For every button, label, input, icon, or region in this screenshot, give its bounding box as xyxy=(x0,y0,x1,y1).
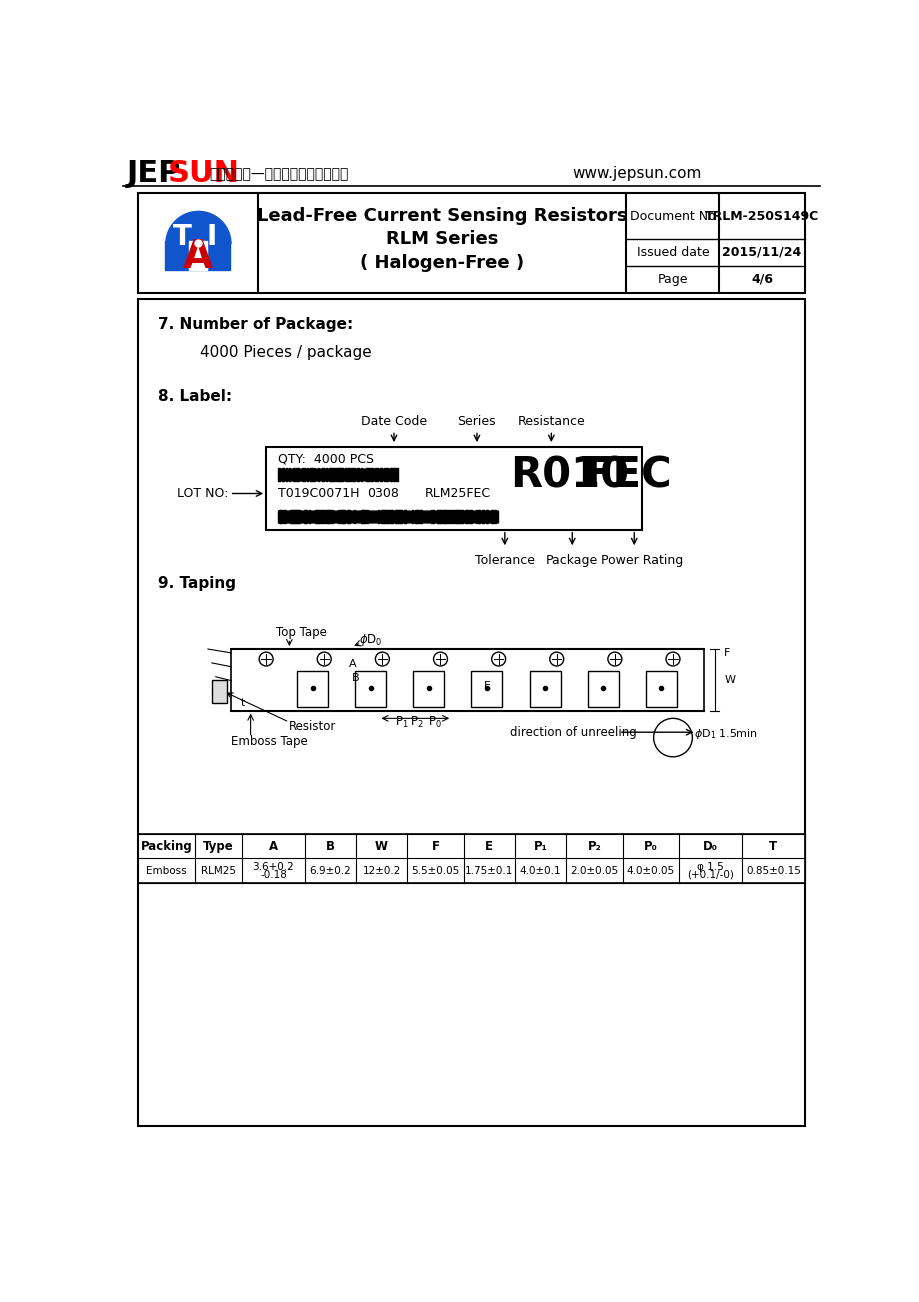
Bar xyxy=(529,671,560,707)
Text: φ 1.5: φ 1.5 xyxy=(697,862,723,871)
Text: A: A xyxy=(268,840,278,853)
Text: P$_2$: P$_2$ xyxy=(410,715,424,729)
Text: W: W xyxy=(375,840,388,853)
Text: RLM25: RLM25 xyxy=(200,866,235,876)
Text: 7. Number of Package:: 7. Number of Package: xyxy=(157,316,353,332)
Text: Date Code: Date Code xyxy=(360,415,426,428)
Bar xyxy=(297,671,328,707)
Text: $\phi$D$_1$ 1.5min: $\phi$D$_1$ 1.5min xyxy=(693,727,757,741)
Text: 2.0±0.05: 2.0±0.05 xyxy=(570,866,618,876)
Text: P₂: P₂ xyxy=(587,840,600,853)
Text: Page: Page xyxy=(657,273,687,286)
Text: 深圳捷比信—高品质精密元件供应商: 深圳捷比信—高品质精密元件供应商 xyxy=(210,167,348,181)
Text: $\phi$D$_0$: $\phi$D$_0$ xyxy=(358,631,382,648)
Text: 8. Label:: 8. Label: xyxy=(157,389,232,404)
Text: B: B xyxy=(351,673,358,684)
Text: A: A xyxy=(348,659,357,669)
Text: F: F xyxy=(431,840,439,853)
Bar xyxy=(165,241,231,271)
Text: Power Rating: Power Rating xyxy=(600,553,683,566)
Text: P$_1$: P$_1$ xyxy=(394,715,408,729)
Text: P$_0$: P$_0$ xyxy=(427,715,441,729)
Text: RLM25FEC: RLM25FEC xyxy=(425,487,491,500)
Bar xyxy=(355,671,386,707)
Text: www.jepsun.com: www.jepsun.com xyxy=(572,167,701,181)
Text: 12±0.2: 12±0.2 xyxy=(362,866,401,876)
Bar xyxy=(587,671,618,707)
Bar xyxy=(266,448,641,530)
Text: E: E xyxy=(485,840,493,853)
Text: 4.0±0.05: 4.0±0.05 xyxy=(626,866,675,876)
Text: 2015/11/24: 2015/11/24 xyxy=(721,246,800,259)
Text: (+0.1/-0): (+0.1/-0) xyxy=(686,870,733,880)
Text: 9. Taping: 9. Taping xyxy=(157,575,235,591)
Text: 5.5±0.05: 5.5±0.05 xyxy=(411,866,460,876)
Text: 4000 Pieces / package: 4000 Pieces / package xyxy=(200,345,371,361)
Text: Resistance: Resistance xyxy=(516,415,584,428)
Text: Document No: Document No xyxy=(630,210,715,223)
Text: B: B xyxy=(325,840,335,853)
Bar xyxy=(645,671,676,707)
Text: P₁: P₁ xyxy=(533,840,547,853)
Text: D₀: D₀ xyxy=(702,840,718,853)
Text: 4/6: 4/6 xyxy=(750,273,772,286)
Text: t: t xyxy=(241,698,244,708)
Text: Emboss Tape: Emboss Tape xyxy=(231,734,308,747)
Bar xyxy=(138,833,804,883)
Text: T: T xyxy=(173,223,192,251)
Text: 4.0±0.1: 4.0±0.1 xyxy=(519,866,561,876)
Text: F: F xyxy=(723,648,730,658)
Text: Top Tape: Top Tape xyxy=(276,625,326,638)
Text: Type: Type xyxy=(203,840,233,853)
Text: LOT NO:: LOT NO: xyxy=(176,487,228,500)
Text: Issued date: Issued date xyxy=(636,246,709,259)
Text: T019C0071H: T019C0071H xyxy=(278,487,358,500)
Text: W: W xyxy=(723,674,734,685)
Text: Tolerance: Tolerance xyxy=(474,553,534,566)
Bar xyxy=(138,298,804,1126)
Text: A: A xyxy=(183,238,213,276)
Text: 1.75±0.1: 1.75±0.1 xyxy=(465,866,513,876)
Text: 0.85±0.15: 0.85±0.15 xyxy=(745,866,800,876)
Bar xyxy=(211,680,227,703)
Bar xyxy=(471,671,502,707)
Text: Package: Package xyxy=(546,553,597,566)
Text: I: I xyxy=(207,223,217,251)
Bar xyxy=(188,241,207,271)
Text: T: T xyxy=(768,840,777,853)
Bar xyxy=(138,193,804,293)
Text: RLM Series: RLM Series xyxy=(385,230,498,249)
Text: Lead-Free Current Sensing Resistors: Lead-Free Current Sensing Resistors xyxy=(256,207,627,224)
Text: ( Halogen-Free ): ( Halogen-Free ) xyxy=(359,254,524,272)
Text: SUN: SUN xyxy=(167,159,240,189)
Text: JEP: JEP xyxy=(127,159,181,189)
Bar xyxy=(138,833,804,858)
Bar xyxy=(413,671,444,707)
Text: R010: R010 xyxy=(510,454,629,497)
Text: direction of unreeling: direction of unreeling xyxy=(510,725,636,738)
Text: Emboss: Emboss xyxy=(146,866,187,876)
Text: FEC: FEC xyxy=(584,454,671,497)
Text: 3.6+0.2: 3.6+0.2 xyxy=(253,862,294,871)
Text: TRLM-250S149C: TRLM-250S149C xyxy=(704,210,818,223)
Text: Packing: Packing xyxy=(141,840,192,853)
Text: QTY:  4000 PCS: QTY: 4000 PCS xyxy=(278,452,373,465)
Text: Series: Series xyxy=(457,415,495,428)
Text: P₀: P₀ xyxy=(643,840,657,853)
Text: E: E xyxy=(483,681,490,691)
Text: Resistor: Resistor xyxy=(289,720,336,733)
Text: 0308: 0308 xyxy=(367,487,398,500)
Text: -0.18: -0.18 xyxy=(260,870,287,880)
Text: 6.9±0.2: 6.9±0.2 xyxy=(309,866,351,876)
